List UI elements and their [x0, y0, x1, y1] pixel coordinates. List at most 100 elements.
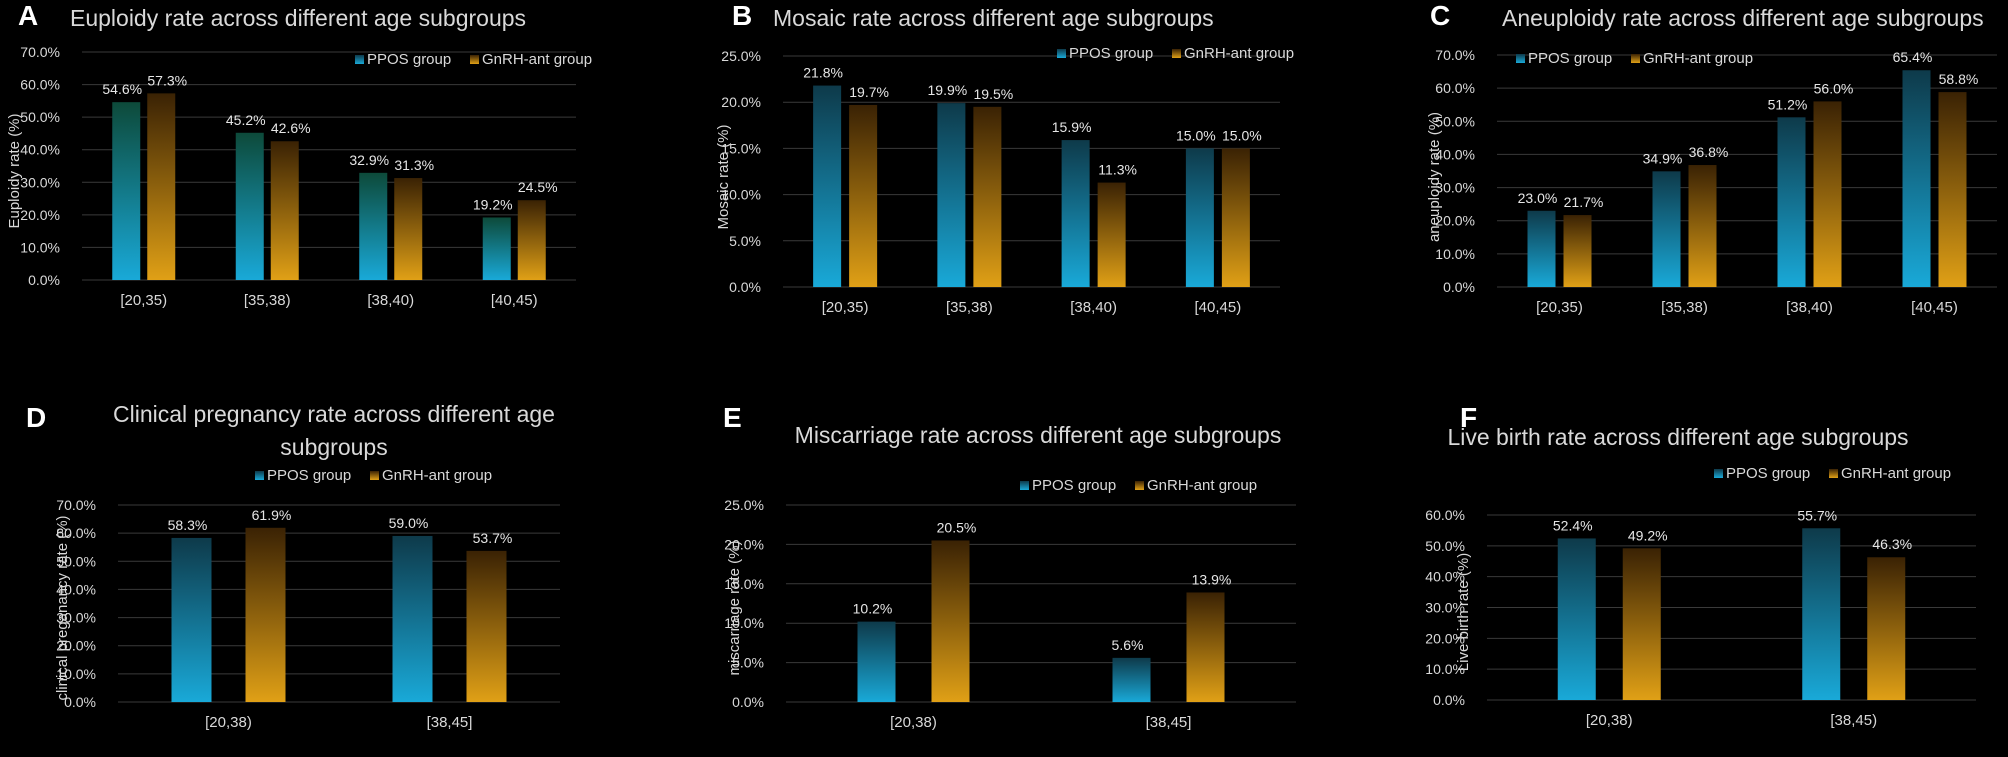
data-label: 24.5% — [518, 179, 558, 195]
legend-entry: PPOS group — [1726, 465, 1810, 482]
category-label: [40,45) — [491, 292, 538, 309]
data-label: 11.3% — [1098, 162, 1137, 178]
bar-gnrh-ant — [1813, 101, 1842, 288]
chart-title: Euploidy rate across different age subgr… — [70, 5, 526, 31]
y-tick-label: 40.0% — [1425, 569, 1465, 585]
bar-gnrh-ant — [931, 540, 970, 702]
legend-swatch-gnrh-ant — [1172, 49, 1181, 58]
category-label: [38,40) — [367, 292, 414, 309]
y-tick-label: 40.0% — [20, 142, 60, 158]
y-tick-label: 20.0% — [1435, 213, 1475, 229]
y-axis-label: miscarriage rate (%) — [726, 540, 743, 675]
bar-gnrh-ant — [1622, 548, 1661, 700]
y-tick-label: 10.0% — [20, 239, 60, 255]
panel-letter: D — [26, 402, 46, 433]
bar-gnrh-ant — [1938, 92, 1967, 288]
bar-ppos — [392, 535, 433, 702]
bar-gnrh-ant — [394, 178, 423, 280]
data-label: 53.7% — [473, 530, 513, 546]
bar-ppos — [359, 172, 388, 280]
data-label: 49.2% — [1628, 527, 1668, 543]
bar-ppos — [813, 85, 842, 288]
legend-swatch-ppos — [1020, 481, 1029, 490]
data-label: 20.5% — [937, 519, 977, 535]
legend-entry: GnRH-ant group — [382, 467, 492, 484]
y-tick-label: 5.0% — [732, 655, 764, 671]
y-tick-label: 10.0% — [1435, 246, 1475, 262]
bar-gnrh-ant — [245, 527, 286, 702]
y-tick-label: 50.0% — [1435, 113, 1475, 129]
data-label: 46.3% — [1872, 536, 1912, 552]
category-label: [40,45) — [1195, 299, 1242, 316]
y-tick-label: 0.0% — [729, 279, 761, 295]
bar-gnrh-ant — [849, 104, 878, 287]
y-tick-label: 0.0% — [732, 694, 764, 710]
y-tick-label: 50.0% — [1425, 538, 1465, 554]
legend-entry: PPOS group — [1032, 477, 1116, 494]
category-label: [40,45) — [1911, 299, 1958, 316]
data-label: 65.4% — [1893, 49, 1933, 65]
y-tick-label: 15.0% — [721, 140, 761, 156]
legend-swatch-ppos — [355, 55, 364, 64]
bar-gnrh-ant — [1186, 592, 1225, 702]
y-tick-label: 10.0% — [724, 615, 764, 631]
y-tick-label: 60.0% — [1425, 507, 1465, 523]
data-label: 19.2% — [473, 196, 513, 212]
y-axis-label: Live birth rate (%) — [1455, 553, 1472, 671]
panel-d: D Clinical pregnancy rate across differen… — [26, 401, 560, 731]
category-label: [35,38) — [1661, 299, 1708, 316]
chart-title: Live birth rate across different age sub… — [1447, 424, 1908, 450]
data-label: 19.5% — [974, 86, 1014, 102]
data-label: 21.7% — [1564, 194, 1604, 210]
bar-ppos — [1527, 210, 1556, 287]
category-label: [35,38) — [244, 292, 291, 309]
bar-gnrh-ant — [270, 141, 299, 280]
y-tick-label: 30.0% — [1435, 180, 1475, 196]
y-tick-label: 30.0% — [1425, 600, 1465, 616]
y-tick-label: 20.0% — [724, 536, 764, 552]
y-tick-label: 20.0% — [56, 638, 96, 654]
y-tick-label: 70.0% — [56, 497, 96, 513]
data-label: 19.9% — [928, 82, 968, 98]
legend-entry: PPOS group — [1069, 45, 1153, 62]
bar-ppos — [1112, 657, 1151, 702]
data-label: 15.0% — [1176, 127, 1216, 143]
category-label: [20,38) — [890, 714, 937, 731]
y-tick-label: 30.0% — [20, 174, 60, 190]
bar-ppos — [1902, 70, 1931, 287]
y-tick-label: 40.0% — [1435, 146, 1475, 162]
bar-gnrh-ant — [466, 550, 507, 702]
data-label: 34.9% — [1643, 150, 1683, 166]
legend-entry: PPOS group — [1528, 50, 1612, 67]
y-tick-label: 15.0% — [724, 576, 764, 592]
category-label: [20,35) — [822, 299, 869, 316]
category-label: [20,38) — [205, 714, 252, 731]
y-tick-label: 20.0% — [721, 94, 761, 110]
y-tick-label: 25.0% — [724, 497, 764, 513]
data-label: 52.4% — [1553, 517, 1593, 533]
bar-ppos — [857, 621, 896, 702]
bar-gnrh-ant — [1563, 215, 1592, 287]
bar-ppos — [937, 103, 966, 288]
y-tick-label: 30.0% — [56, 610, 96, 626]
bar-ppos — [1652, 171, 1681, 287]
legend-swatch-gnrh-ant — [370, 471, 379, 480]
y-tick-label: 70.0% — [20, 44, 60, 60]
y-tick-label: 0.0% — [28, 272, 60, 288]
chart-title: Mosaic rate across different age subgrou… — [773, 5, 1214, 31]
y-axis-label: clinical preganancy rate (%) — [54, 515, 71, 700]
y-tick-label: 0.0% — [1443, 279, 1475, 295]
y-tick-label: 10.0% — [1425, 661, 1465, 677]
data-label: 5.6% — [1112, 637, 1144, 653]
data-label: 21.8% — [803, 65, 843, 81]
data-label: 61.9% — [252, 507, 292, 523]
bar-gnrh-ant — [1867, 557, 1906, 700]
y-tick-label: 50.0% — [20, 109, 60, 125]
y-tick-label: 10.0% — [721, 187, 761, 203]
legend-entry: PPOS group — [267, 467, 351, 484]
data-label: 55.7% — [1797, 507, 1837, 523]
y-tick-label: 60.0% — [20, 77, 60, 93]
panel-letter: A — [18, 0, 38, 31]
bar-gnrh-ant — [517, 200, 546, 280]
bar-ppos — [1777, 117, 1806, 288]
